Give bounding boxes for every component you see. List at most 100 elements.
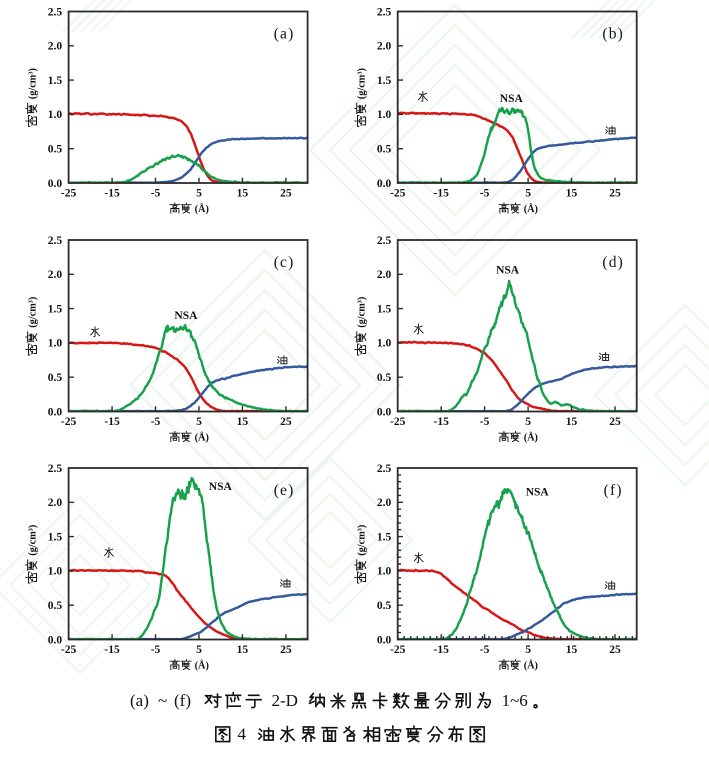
svg-text:0.5: 0.5 [377,144,392,156]
svg-text:1.0: 1.0 [377,566,392,578]
svg-text:(a): (a) [274,26,295,43]
svg-text:2-D: 2-D [272,691,298,710]
svg-text:5: 5 [196,188,202,200]
svg-text:(g/cm³): (g/cm³) [357,297,368,328]
svg-text:5: 5 [525,188,531,200]
svg-text:-5: -5 [480,644,490,656]
svg-text:2.0: 2.0 [48,497,63,509]
svg-text:-25: -25 [390,416,406,428]
svg-text:1.5: 1.5 [377,75,392,87]
svg-text:NSA: NSA [496,265,520,277]
svg-text:-15: -15 [434,644,450,656]
svg-text:0.5: 0.5 [48,372,63,384]
svg-text:~: ~ [158,691,167,710]
svg-text:1.0: 1.0 [48,109,63,121]
svg-text:-25: -25 [61,188,77,200]
svg-text:1~6: 1~6 [502,691,528,710]
svg-text:-5: -5 [151,416,161,428]
svg-text:25: 25 [280,644,292,656]
svg-text:(g/cm³): (g/cm³) [28,68,39,99]
svg-text:-15: -15 [434,416,450,428]
svg-text:2.5: 2.5 [48,235,63,247]
svg-text:0.5: 0.5 [48,600,63,612]
svg-text:0.0: 0.0 [48,406,63,418]
svg-text:(d): (d) [602,254,624,271]
svg-text:(Å): (Å) [195,659,209,671]
svg-text:(Å): (Å) [524,659,538,671]
svg-text:NSA: NSA [500,93,524,105]
svg-text:1.0: 1.0 [48,566,63,578]
svg-text:25: 25 [280,416,292,428]
svg-text:5: 5 [196,644,202,656]
svg-text:(a): (a) [130,691,149,710]
svg-text:5: 5 [525,644,531,656]
svg-text:-5: -5 [480,188,490,200]
svg-text:2.0: 2.0 [48,269,63,281]
svg-text:(g/cm³): (g/cm³) [357,525,368,556]
svg-text:(e): (e) [274,482,295,499]
svg-text:-5: -5 [151,644,161,656]
svg-text:25: 25 [609,644,621,656]
svg-text:(g/cm³): (g/cm³) [357,68,368,99]
svg-text:0.0: 0.0 [48,178,63,190]
svg-text:(Å): (Å) [524,203,538,215]
svg-text:NSA: NSA [174,310,198,322]
svg-text:15: 15 [237,188,249,200]
svg-text:5: 5 [196,416,202,428]
svg-text:NSA: NSA [526,486,550,498]
svg-text:NSA: NSA [209,481,233,493]
svg-text:-15: -15 [104,416,120,428]
svg-text:25: 25 [609,188,621,200]
svg-text:-5: -5 [151,188,161,200]
svg-text:0.5: 0.5 [48,144,63,156]
svg-text:-25: -25 [61,644,77,656]
svg-text:15: 15 [566,188,578,200]
svg-text:0.5: 0.5 [377,372,392,384]
svg-text:(c): (c) [274,254,295,271]
svg-text:0.5: 0.5 [377,600,392,612]
svg-text:1.5: 1.5 [48,75,63,87]
svg-text:2.5: 2.5 [48,463,63,475]
svg-text:5: 5 [525,416,531,428]
svg-text:(Å): (Å) [524,431,538,443]
svg-text:(Å): (Å) [195,203,209,215]
svg-text:2.0: 2.0 [48,41,63,53]
svg-text:0.0: 0.0 [377,178,392,190]
svg-text:2.5: 2.5 [377,235,392,247]
svg-text:-15: -15 [104,644,120,656]
svg-text:-15: -15 [434,188,450,200]
svg-text:25: 25 [280,188,292,200]
svg-text:-15: -15 [104,188,120,200]
svg-text:-25: -25 [390,188,406,200]
svg-text:1.0: 1.0 [48,338,63,350]
svg-text:-5: -5 [480,416,490,428]
svg-text:2.0: 2.0 [377,269,392,281]
svg-text:2.5: 2.5 [377,6,392,18]
svg-text:(g/cm³): (g/cm³) [28,525,39,556]
svg-text:0.0: 0.0 [48,634,63,646]
svg-text:-25: -25 [61,416,77,428]
svg-text:1.5: 1.5 [377,531,392,543]
svg-text:-25: -25 [390,644,406,656]
svg-text:2.5: 2.5 [48,6,63,18]
svg-text:15: 15 [237,644,249,656]
svg-text:(g/cm³): (g/cm³) [28,297,39,328]
svg-text:25: 25 [609,416,621,428]
svg-text:(f): (f) [604,482,623,499]
svg-text:2.5: 2.5 [377,463,392,475]
svg-text:(f): (f) [174,691,191,710]
svg-text:4: 4 [238,725,247,744]
svg-text:2.0: 2.0 [377,41,392,53]
svg-text:1.5: 1.5 [377,303,392,315]
svg-text:(b): (b) [602,26,624,43]
svg-text:2.0: 2.0 [377,497,392,509]
svg-text:0.0: 0.0 [377,634,392,646]
svg-text:(Å): (Å) [195,431,209,443]
svg-text:1.5: 1.5 [48,303,63,315]
svg-text:15: 15 [566,416,578,428]
svg-text:1.0: 1.0 [377,109,392,121]
svg-text:0.0: 0.0 [377,406,392,418]
svg-text:1.0: 1.0 [377,338,392,350]
svg-text:15: 15 [237,416,249,428]
svg-text:15: 15 [566,644,578,656]
